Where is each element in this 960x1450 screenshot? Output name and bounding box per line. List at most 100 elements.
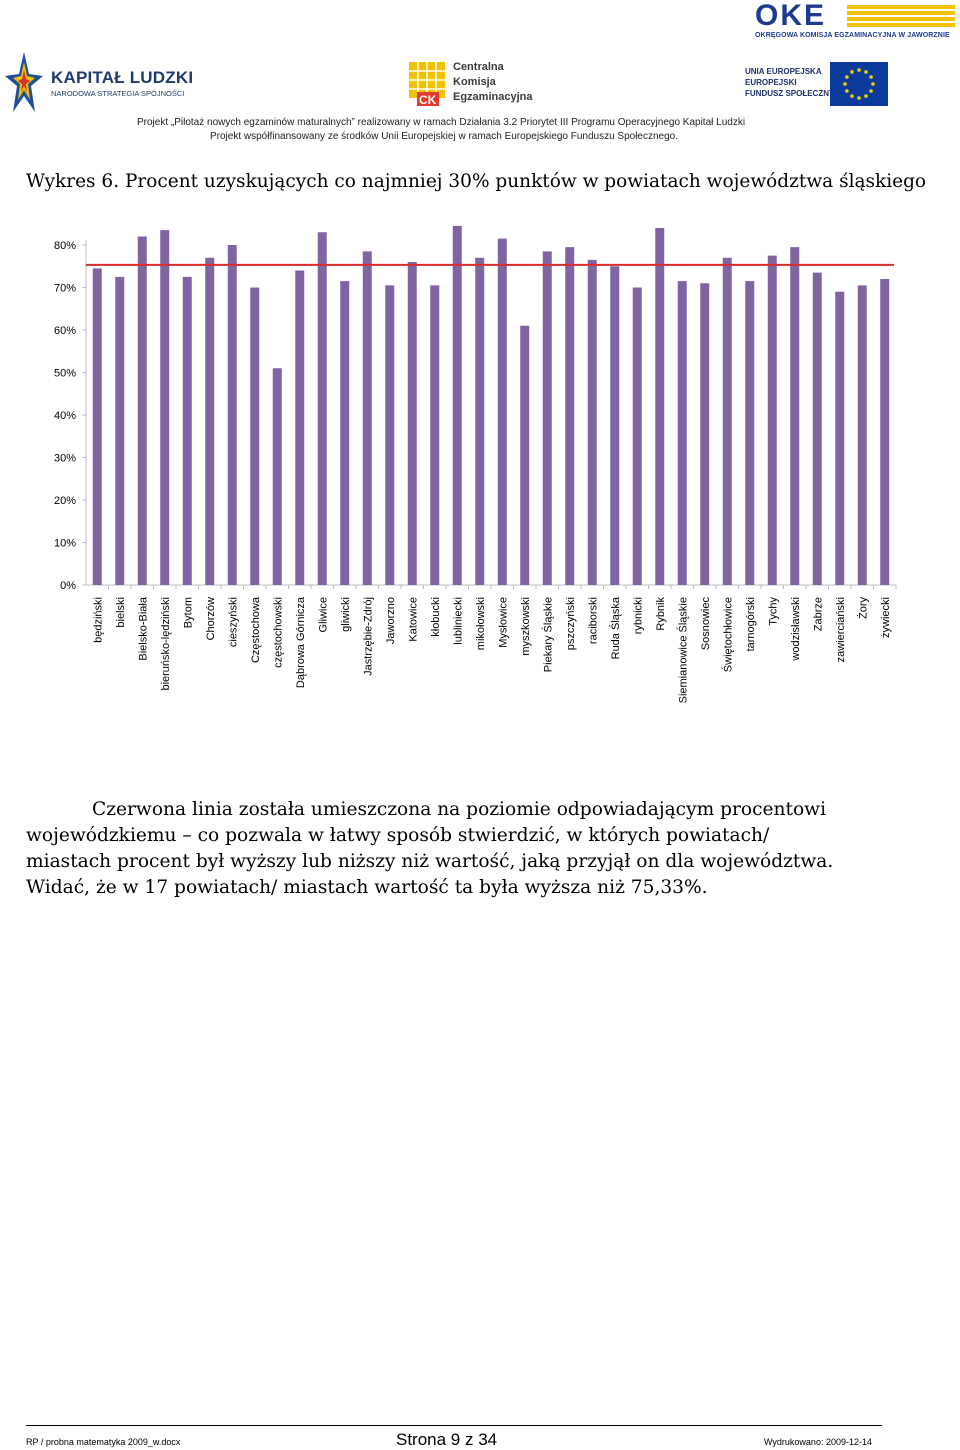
- bar: [722, 257, 732, 585]
- x-tick-label: Zabrze: [812, 597, 824, 631]
- y-tick-label: 40%: [54, 410, 76, 422]
- bar: [632, 287, 642, 585]
- x-tick-label: Chorzów: [205, 597, 217, 640]
- x-tick-label: kłobucki: [430, 597, 442, 637]
- project-line-2: Projekt współfinansowany ze środków Unii…: [210, 131, 679, 142]
- eu-flag-icon: [830, 62, 888, 106]
- x-tick-label: raciborski: [587, 597, 599, 644]
- bar: [745, 281, 755, 585]
- eu-logo: UNIA EUROPEJSKA EUROPEJSKI FUNDUSZ SPOŁE…: [745, 62, 890, 108]
- paragraph-line-4: Widać, że w 17 powiatach/ miastach warto…: [26, 877, 708, 898]
- project-line-1: Projekt „Pilotaż nowych egzaminów matura…: [137, 117, 746, 128]
- x-tick-label: bieruńsko-lędziński: [160, 597, 172, 691]
- y-tick-label: 20%: [54, 495, 76, 507]
- cke-logo: CK Centralna Komisja Egzaminacyjna: [409, 58, 549, 110]
- x-tick-label: myszkowski: [520, 597, 532, 656]
- bar: [295, 270, 305, 585]
- bar: [137, 236, 147, 585]
- bar: [250, 287, 260, 585]
- x-tick-label: częstochowski: [272, 597, 284, 668]
- x-tick-label: bielski: [115, 597, 127, 628]
- eu-logo-text: UNIA EUROPEJSKA EUROPEJSKI FUNDUSZ SPOŁE…: [745, 66, 834, 99]
- cke-line-2: Komisja: [453, 76, 496, 88]
- bar: [430, 285, 440, 585]
- cke-grid-icon: CK: [409, 62, 445, 107]
- chart-title: Wykres 6. Procent uzyskujących co najmni…: [26, 171, 927, 192]
- bar: [542, 251, 552, 585]
- bar: [655, 228, 665, 585]
- x-tick-label: Jaworzno: [385, 597, 397, 644]
- x-tick-label: cieszyński: [227, 597, 239, 647]
- bar: [385, 285, 395, 585]
- y-tick-label: 80%: [54, 240, 76, 252]
- x-tick-label: Świętochłowice: [721, 597, 734, 672]
- footer-page-number: Strona 9 z 34: [396, 1430, 498, 1449]
- x-tick-label: Tychy: [767, 597, 779, 626]
- bar: [677, 281, 687, 585]
- bar: [880, 279, 890, 585]
- x-tick-label: Piekary Śląskie: [541, 597, 554, 672]
- bar: [407, 262, 417, 585]
- bar: [160, 230, 170, 585]
- kapital-ludzki-star-icon: [5, 52, 43, 112]
- cke-logo-text: Centralna Komisja Egzaminacyjna: [453, 60, 532, 105]
- x-tick-label: będziński: [92, 597, 104, 643]
- x-tick-label: rybnicki: [632, 597, 644, 634]
- x-tick-label: zawierciański: [835, 597, 847, 662]
- x-tick-label: Ruda Śląska: [609, 596, 622, 659]
- bar: [790, 247, 800, 585]
- x-tick-label: Bytom: [182, 597, 194, 628]
- x-tick-label: pszczyński: [565, 597, 577, 650]
- bar: [857, 285, 867, 585]
- x-tick-label: Mysłowice: [497, 597, 509, 648]
- x-tick-label: Siemianowice Śląskie: [676, 597, 689, 703]
- x-tick-label: Żory: [856, 597, 869, 620]
- x-tick-label: lubliniecki: [452, 597, 464, 645]
- bar: [700, 283, 710, 585]
- bar: [520, 325, 530, 585]
- bar: [475, 257, 485, 585]
- kapital-ludzki-logo: KAPITAŁ LUDZKI NARODOWA STRATEGIA SPÓJNO…: [5, 48, 193, 114]
- bar: [587, 259, 597, 585]
- y-tick-label: 60%: [54, 325, 76, 337]
- y-tick-label: 0%: [60, 580, 76, 592]
- x-tick-label: tarnogórski: [745, 597, 757, 651]
- bar: [452, 225, 462, 585]
- oke-logo: OKE OKRĘGOWA KOMISJA EGZAMINACYJNA W JAW…: [755, 0, 955, 42]
- footer-filename: RP / probna matematyka 2009_w.docx: [26, 1437, 181, 1447]
- oke-logo-letters: OKE: [755, 0, 827, 32]
- eu-line-2: EUROPEJSKI: [745, 78, 797, 87]
- eu-line-1: UNIA EUROPEJSKA: [745, 67, 822, 76]
- bar: [227, 245, 237, 585]
- paragraph-line-2: wojewódzkiemu – co pozwala w łatwy sposó…: [26, 825, 770, 846]
- kapital-ludzki-title: KAPITAŁ LUDZKI: [51, 68, 194, 87]
- oke-logo-stripes: [847, 5, 955, 27]
- bar: [317, 232, 327, 585]
- bar: [272, 368, 282, 585]
- footer-rule: [26, 1425, 882, 1426]
- svg-text:CK: CK: [419, 93, 437, 107]
- x-tick-label: mikołowski: [475, 597, 487, 650]
- x-tick-label: Dąbrowa Górnicza: [295, 596, 307, 688]
- oke-logo-subtitle: OKRĘGOWA KOMISJA EGZAMINACYJNA W JAWORZN…: [755, 32, 950, 39]
- eu-line-3: FUNDUSZ SPOŁECZNY: [745, 89, 835, 98]
- x-tick-label: Katowice: [407, 597, 419, 642]
- paragraph-line-1: Czerwona linia została umieszczona na po…: [92, 799, 827, 820]
- description-paragraph: Czerwona linia została umieszczona na po…: [26, 797, 876, 901]
- x-tick-label: Jastrzębie-Zdrój: [362, 597, 374, 676]
- cke-line-3: Egzaminacyjna: [453, 91, 533, 103]
- paragraph-line-3: miastach procent był wyższy lub niższy n…: [26, 851, 834, 872]
- bar: [92, 268, 102, 585]
- footer-print-date: Wydrukowano: 2009-12-14: [764, 1437, 872, 1447]
- bar: [565, 247, 575, 585]
- x-tick-label: Bielsko-Biała: [137, 596, 149, 660]
- bar: [115, 276, 125, 585]
- x-tick-label: żywiecki: [880, 597, 892, 638]
- bar: [812, 272, 822, 585]
- x-tick-label: wodzisławski: [790, 597, 802, 662]
- cke-line-1: Centralna: [453, 61, 504, 73]
- y-tick-label: 50%: [54, 368, 76, 380]
- bar: [610, 266, 620, 585]
- bar: [340, 281, 350, 585]
- x-tick-label: Sosnowiec: [700, 597, 712, 651]
